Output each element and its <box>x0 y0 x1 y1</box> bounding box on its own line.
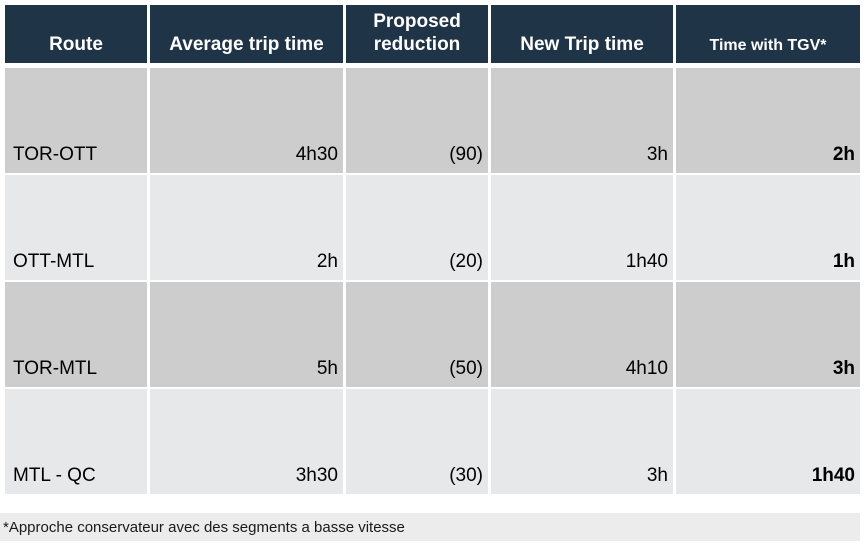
header-cell-route: Route <box>5 5 147 63</box>
cell-average-trip-time: 2h <box>150 175 343 280</box>
table-row-tor-ott: TOR-OTT 4h30 (90) 3h 2h <box>5 68 860 173</box>
cell-new-trip-time: 3h <box>491 389 673 494</box>
cell-time-with-tgv: 2h <box>676 68 860 173</box>
cell-average-trip-time: 4h30 <box>150 68 343 173</box>
footnote: *Approche conservateur avec des segments… <box>0 513 860 541</box>
cell-new-trip-time: 3h <box>491 68 673 173</box>
table-row-mtl-qc: MTL - QC 3h30 (30) 3h 1h40 <box>5 389 860 494</box>
cell-time-with-tgv: 1h40 <box>676 389 860 494</box>
header-cell-average-trip-time: Average trip time <box>150 5 343 63</box>
table-row-ott-mtl: OTT-MTL 2h (20) 1h40 1h <box>5 175 860 280</box>
cell-route: TOR-MTL <box>5 282 147 387</box>
header-cell-time-with-tgv: Time with TGV* <box>676 5 860 63</box>
trip-time-table: Route Average trip time Proposed reducti… <box>5 5 860 494</box>
cell-proposed-reduction: (20) <box>346 175 488 280</box>
header-cell-new-trip-time: New Trip time <box>491 5 673 63</box>
cell-new-trip-time: 4h10 <box>491 282 673 387</box>
table-header-row: Route Average trip time Proposed reducti… <box>5 5 860 63</box>
header-cell-proposed-reduction: Proposed reduction <box>346 5 488 63</box>
cell-route: OTT-MTL <box>5 175 147 280</box>
table-row-tor-mtl: TOR-MTL 5h (50) 4h10 3h <box>5 282 860 387</box>
cell-average-trip-time: 5h <box>150 282 343 387</box>
cell-new-trip-time: 1h40 <box>491 175 673 280</box>
cell-time-with-tgv: 3h <box>676 282 860 387</box>
cell-proposed-reduction: (90) <box>346 68 488 173</box>
cell-proposed-reduction: (50) <box>346 282 488 387</box>
cell-route: TOR-OTT <box>5 68 147 173</box>
cell-proposed-reduction: (30) <box>346 389 488 494</box>
cell-route: MTL - QC <box>5 389 147 494</box>
cell-time-with-tgv: 1h <box>676 175 860 280</box>
cell-average-trip-time: 3h30 <box>150 389 343 494</box>
